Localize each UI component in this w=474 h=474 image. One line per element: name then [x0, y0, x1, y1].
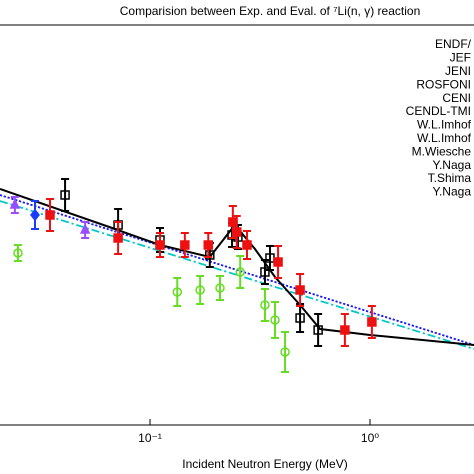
marker: [13, 248, 23, 258]
marker: [242, 240, 252, 250]
error-bar: [173, 277, 182, 307]
error-bar: [13, 244, 22, 262]
chart-title: Comparision between Exp. and Eval. of ⁷L…: [120, 4, 421, 18]
legend-entry: W.L.Imhof: [417, 118, 472, 132]
legend-entry: ROSFONI: [416, 77, 471, 91]
error-bar: [260, 288, 269, 322]
error-bar: [271, 301, 280, 339]
marker: [79, 223, 91, 234]
marker: [295, 285, 305, 295]
marker: [60, 190, 70, 200]
marker: [195, 285, 205, 295]
marker: [215, 283, 225, 293]
legend-entry: ENDF/: [435, 37, 472, 51]
marker: [232, 227, 242, 237]
legend-entry: M.Wiesche: [412, 144, 472, 158]
marker: [367, 317, 377, 327]
legend-entry: Y.Naga: [433, 185, 472, 199]
x-tick-label: 10⁰: [361, 431, 379, 445]
legend-entry: Y.Naga: [433, 158, 472, 172]
marker: [273, 257, 283, 267]
legend-entry: T.Shima: [428, 171, 472, 185]
marker: [205, 250, 215, 260]
error-bar: [314, 313, 323, 347]
x-tick-label: 10⁻¹: [138, 431, 162, 445]
error-bar: [281, 331, 290, 373]
x-axis-label: Incident Neutron Energy (MeV): [182, 457, 347, 471]
marker: [280, 347, 290, 357]
marker: [172, 287, 183, 297]
marker: [313, 325, 323, 335]
marker: [30, 208, 40, 222]
marker: [155, 240, 165, 250]
series-line: [0, 188, 474, 346]
legend-entry: W.L.Imhof: [417, 131, 472, 145]
legend-entry: CENDL-TMI: [406, 104, 471, 118]
series-line: [0, 200, 474, 350]
error-bar: [236, 255, 245, 289]
error-bar: [215, 275, 224, 301]
marker: [270, 315, 280, 325]
error-bar: [61, 178, 70, 212]
error-bar: [260, 259, 269, 285]
marker: [203, 240, 214, 250]
marker: [295, 313, 305, 323]
legend-entry: JEF: [450, 51, 471, 65]
legend-entry: CENI: [442, 91, 471, 105]
marker: [180, 240, 190, 250]
marker: [260, 267, 270, 277]
error-bar: [265, 245, 274, 271]
marker: [9, 198, 21, 209]
marker: [113, 233, 123, 243]
marker: [235, 267, 245, 277]
legend-entry: JENI: [445, 64, 471, 78]
error-bar: [196, 275, 205, 305]
marker: [228, 217, 238, 227]
marker: [340, 325, 350, 335]
marker: [260, 300, 270, 310]
marker: [45, 210, 55, 220]
